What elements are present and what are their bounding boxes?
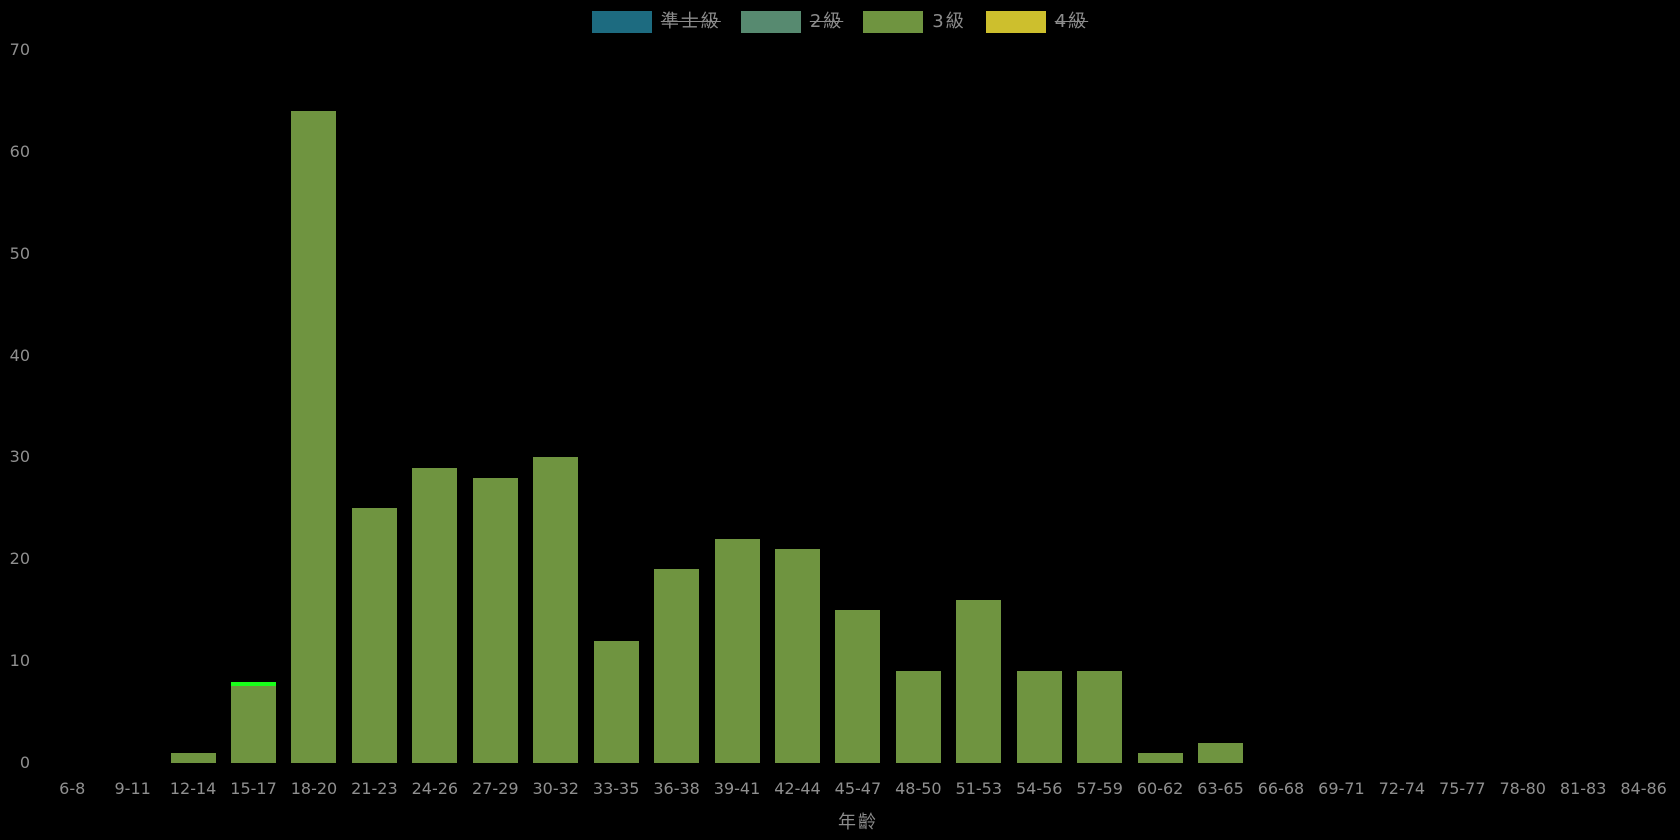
bar-3級-33-35[interactable] [593,640,639,763]
x-tick-label: 63-65 [1197,779,1244,798]
x-tick-label: 12-14 [169,779,217,798]
x-tick-label: 21-23 [351,779,398,798]
x-tick-label: 51-53 [955,779,1003,798]
y-tick-label: 50 [9,243,30,263]
category-slot-51-53 [949,50,1009,763]
bar-3級-57-59[interactable] [1077,671,1123,763]
bar-3級-54-56[interactable] [1016,671,1062,763]
bar-3級-63-65[interactable] [1198,742,1244,763]
category-slot-42-44 [767,50,827,763]
category-slot-69-71 [1311,50,1371,763]
chart-legend: 準士級 2級 3級 4級 [0,11,1680,33]
x-axis-title: 年齡 [838,812,878,833]
x-tick-label: 78-80 [1499,779,1546,798]
legend-label: 3級 [932,11,966,32]
x-tick-label: 48-50 [895,779,942,798]
x-axis-ticks: 6-8 9-11 12-14 15-17 18-20 21-23 24-26 27-29 30-… [42,779,1674,798]
bar-3級-45-47[interactable] [835,610,881,763]
bar-3級-15-17[interactable] [231,681,277,763]
y-tick-label: 0 [19,753,30,772]
bar-3級-27-29[interactable] [472,477,518,763]
x-tick-label: 33-35 [592,779,640,798]
category-slot-33-35 [586,50,646,763]
category-slot-66-68 [1251,50,1311,763]
category-slot-84-86 [1613,50,1673,763]
category-slot-63-65 [1190,50,1250,763]
x-tick-label: 27-29 [472,779,519,798]
category-slot-45-47 [828,50,888,763]
bar-3級-42-44[interactable] [774,549,820,763]
y-tick-label: 60 [9,141,30,161]
category-slot-36-38 [646,50,706,763]
category-slot-12-14 [163,50,223,763]
bar-3級-60-62[interactable] [1137,752,1183,763]
bar-3級-51-53[interactable] [956,600,1002,763]
legend-label: 2級 [809,11,844,32]
bar-3級-18-20[interactable] [291,111,337,763]
x-tick-label: 24-26 [411,779,459,798]
bar-3級-30-32[interactable] [533,457,579,763]
x-tick-label: 60-62 [1136,779,1184,798]
category-slot-27-29 [465,50,525,763]
legend-label: 準士級 [660,11,721,32]
category-slot-78-80 [1493,50,1553,763]
bar-3級-21-23[interactable] [351,508,397,763]
legend-item-4級[interactable]: 4級 [985,11,1089,33]
plot-area [42,50,1674,763]
bar-3級-12-14[interactable] [170,752,216,763]
bar-3級-39-41[interactable] [714,538,760,763]
x-tick-label: 75-77 [1439,779,1486,798]
x-tick-label: 42-44 [774,779,821,798]
category-slot-57-59 [1069,50,1129,763]
category-slot-30-32 [526,50,586,763]
category-slot-60-62 [1130,50,1190,763]
category-slot-48-50 [888,50,948,763]
y-tick-label: 70 [9,40,30,59]
x-tick-label: 81-83 [1559,779,1607,798]
bar-3級-24-26[interactable] [412,467,458,763]
legend-item-準士級[interactable]: 準士級 [591,11,721,33]
legend-swatch-4級 [985,11,1046,33]
legend-item-3級[interactable]: 3級 [863,11,965,33]
x-tick-label: 72-74 [1378,779,1426,798]
category-slot-39-41 [707,50,767,763]
legend-swatch-3級 [863,11,924,33]
x-tick-label: 57-59 [1076,779,1123,798]
category-slot-72-74 [1372,50,1432,763]
category-slot-54-56 [1009,50,1069,763]
x-tick-label: 84-86 [1620,779,1667,798]
category-slot-6-8 [42,50,102,763]
category-slot-21-23 [344,50,404,763]
y-tick-label: 20 [9,549,30,569]
legend-swatch-2級 [740,11,801,33]
x-tick-label: 9-11 [114,779,151,798]
category-slot-9-11 [102,50,162,763]
x-tick-label: 39-41 [713,779,761,798]
x-tick-label: 30-32 [532,779,579,798]
legend-swatch-準士級 [591,11,652,33]
y-tick-label: 40 [9,345,30,365]
x-tick-label: 18-20 [290,779,338,798]
x-tick-label: 6-8 [59,779,86,798]
category-slot-24-26 [405,50,465,763]
legend-label: 4級 [1054,11,1089,32]
legend-item-2級[interactable]: 2級 [740,11,844,33]
category-slot-81-83 [1553,50,1613,763]
category-slot-15-17 [223,50,283,763]
x-tick-label: 66-68 [1257,779,1305,798]
y-tick-label: 30 [9,447,30,467]
x-tick-label: 69-71 [1318,779,1365,798]
bar-3級-48-50[interactable] [895,671,941,763]
category-slot-75-77 [1432,50,1492,763]
x-tick-label: 54-56 [1015,779,1063,798]
x-tick-label: 15-17 [230,779,277,798]
x-tick-label: 36-38 [653,779,700,798]
bar-3級-36-38[interactable] [654,569,700,763]
x-tick-label: 45-47 [834,779,882,798]
category-slot-18-20 [284,50,344,763]
y-tick-label: 10 [9,651,30,671]
